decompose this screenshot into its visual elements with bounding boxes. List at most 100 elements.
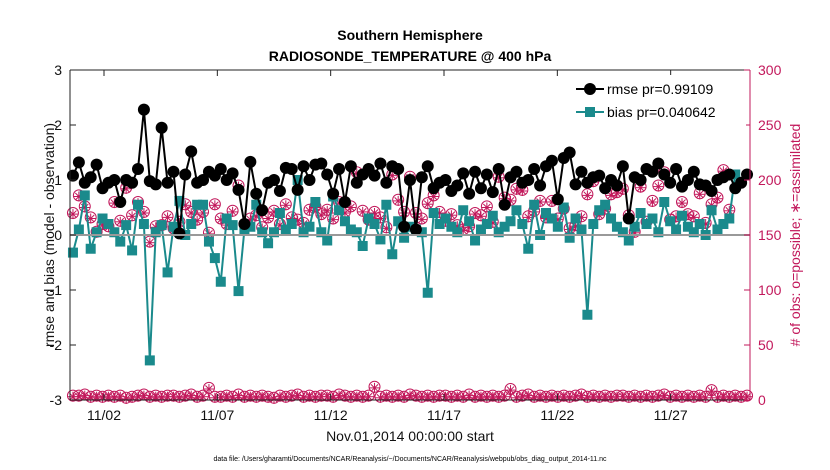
y-tick-label-right: 300 — [758, 62, 782, 78]
rmse-series-point — [303, 174, 316, 186]
bias-series-point — [635, 208, 646, 218]
bias-series-point — [79, 190, 90, 201]
rmse-series-point — [469, 165, 482, 178]
bias-series-point — [558, 202, 569, 213]
bias-series-point — [67, 247, 78, 258]
bias-series-point — [659, 197, 670, 207]
rmse-series-point — [439, 174, 452, 186]
rmse-series-point — [291, 183, 304, 196]
rmse-series-point — [273, 185, 286, 197]
bias-series-point — [322, 235, 333, 246]
bias-series-point — [470, 235, 481, 246]
rmse-series-point — [380, 176, 393, 189]
bias-series-point — [209, 253, 220, 264]
rmse-series-point — [687, 165, 700, 178]
bias-series-point — [611, 221, 622, 232]
bias-series-point — [150, 227, 161, 238]
x-tick-label: 11/12 — [314, 407, 348, 423]
bias-series-point — [316, 227, 327, 238]
bias-series-point — [523, 243, 534, 254]
bias-series-point — [73, 224, 84, 235]
rmse-series-point — [492, 163, 505, 175]
bias-series-point — [529, 199, 540, 210]
rmse-series-point — [374, 157, 387, 170]
rmse-series-point — [563, 146, 576, 159]
rmse-series-point — [256, 204, 269, 217]
rmse-series-point — [132, 163, 144, 175]
bias-series-point — [227, 220, 238, 231]
bias-series-point — [582, 309, 593, 320]
bias-series-point — [576, 224, 587, 235]
rmse-series-point — [238, 218, 251, 230]
y-tick-label-right: 150 — [758, 227, 782, 243]
obs-assimilated-marker — [416, 214, 427, 225]
obs-total-assimilated-marker — [198, 391, 209, 402]
legend-bias-marker — [585, 107, 595, 117]
bias-series-point — [233, 286, 244, 297]
obs-assimilated-marker — [127, 211, 138, 222]
bias-series-point — [629, 221, 640, 232]
bias-series-point — [452, 227, 463, 238]
bias-series-point — [458, 205, 469, 216]
legend-rmse-marker — [584, 83, 596, 95]
bias-series-point — [416, 227, 427, 238]
bias-series-point — [422, 287, 433, 298]
rmse-series-point — [510, 165, 523, 178]
rmse-series-point — [723, 168, 736, 181]
rmse-series-point — [155, 121, 168, 134]
bias-series-point — [251, 199, 262, 210]
legend: rmse pr=0.99109 bias pr=0.040642 — [572, 75, 746, 127]
legend-box — [572, 75, 746, 127]
bias-series-point — [493, 227, 504, 238]
rmse-series-point — [463, 187, 476, 200]
rmse-series-point — [179, 168, 192, 181]
bias-series-point — [109, 227, 120, 238]
x-axis-label: Nov.01,2014 00:00:00 start — [326, 428, 494, 444]
obs-total-assimilated-marker — [203, 384, 214, 394]
chart-subtitle: RADIOSONDE_TEMPERATURE @ 400 hPa — [269, 48, 552, 64]
rmse-series-point — [173, 227, 186, 240]
bias-series-point — [138, 219, 149, 229]
y-tick-label: -1 — [50, 282, 63, 298]
obs-assimilated-marker — [322, 205, 333, 216]
rmse-series-point — [480, 168, 493, 181]
rmse-series-point — [522, 174, 535, 186]
obs-total-assimilated-marker — [221, 391, 232, 402]
bias-series-point — [653, 227, 664, 238]
x-tick-label: 11/27 — [654, 407, 688, 423]
obs-total-assimilated-marker — [730, 391, 741, 402]
bias-series-point — [505, 216, 516, 227]
bias-series-point — [91, 227, 102, 238]
obs-assimilated-marker — [67, 209, 78, 220]
obs-total-assimilated-marker — [659, 390, 670, 401]
bias-series-point — [121, 220, 132, 231]
rmse-series-point — [404, 174, 416, 186]
rmse-series-point — [498, 198, 511, 211]
rmse-series-point — [84, 171, 97, 184]
rmse-series-point — [528, 163, 541, 175]
bias-series-point — [387, 249, 398, 260]
bias-series-point — [280, 224, 291, 235]
rmse-series-point — [315, 157, 328, 170]
bias-series-point — [162, 267, 173, 278]
bias-series-point — [203, 236, 214, 247]
rmse-series-point — [398, 220, 411, 233]
bias-series-point — [440, 213, 451, 224]
obs-assimilated-marker — [712, 193, 723, 204]
bias-series-point — [570, 213, 581, 224]
rmse-series-point — [232, 183, 245, 196]
rmse-series-point — [285, 163, 298, 175]
bias-series-point — [144, 355, 155, 366]
bias-series-point — [682, 221, 693, 232]
rmse-series-point — [250, 187, 263, 200]
bias-series-point — [298, 227, 309, 238]
rmse-series-point — [226, 167, 239, 180]
bias-series-point — [606, 213, 617, 224]
rmse-series-point — [593, 169, 606, 182]
y-tick-label-right: 100 — [758, 282, 782, 298]
rmse-series-point — [350, 176, 363, 189]
bias-series-point — [677, 210, 687, 221]
bias-series-point — [85, 243, 96, 254]
y-tick-label: -3 — [50, 392, 63, 408]
rmse-series-point — [161, 176, 174, 189]
